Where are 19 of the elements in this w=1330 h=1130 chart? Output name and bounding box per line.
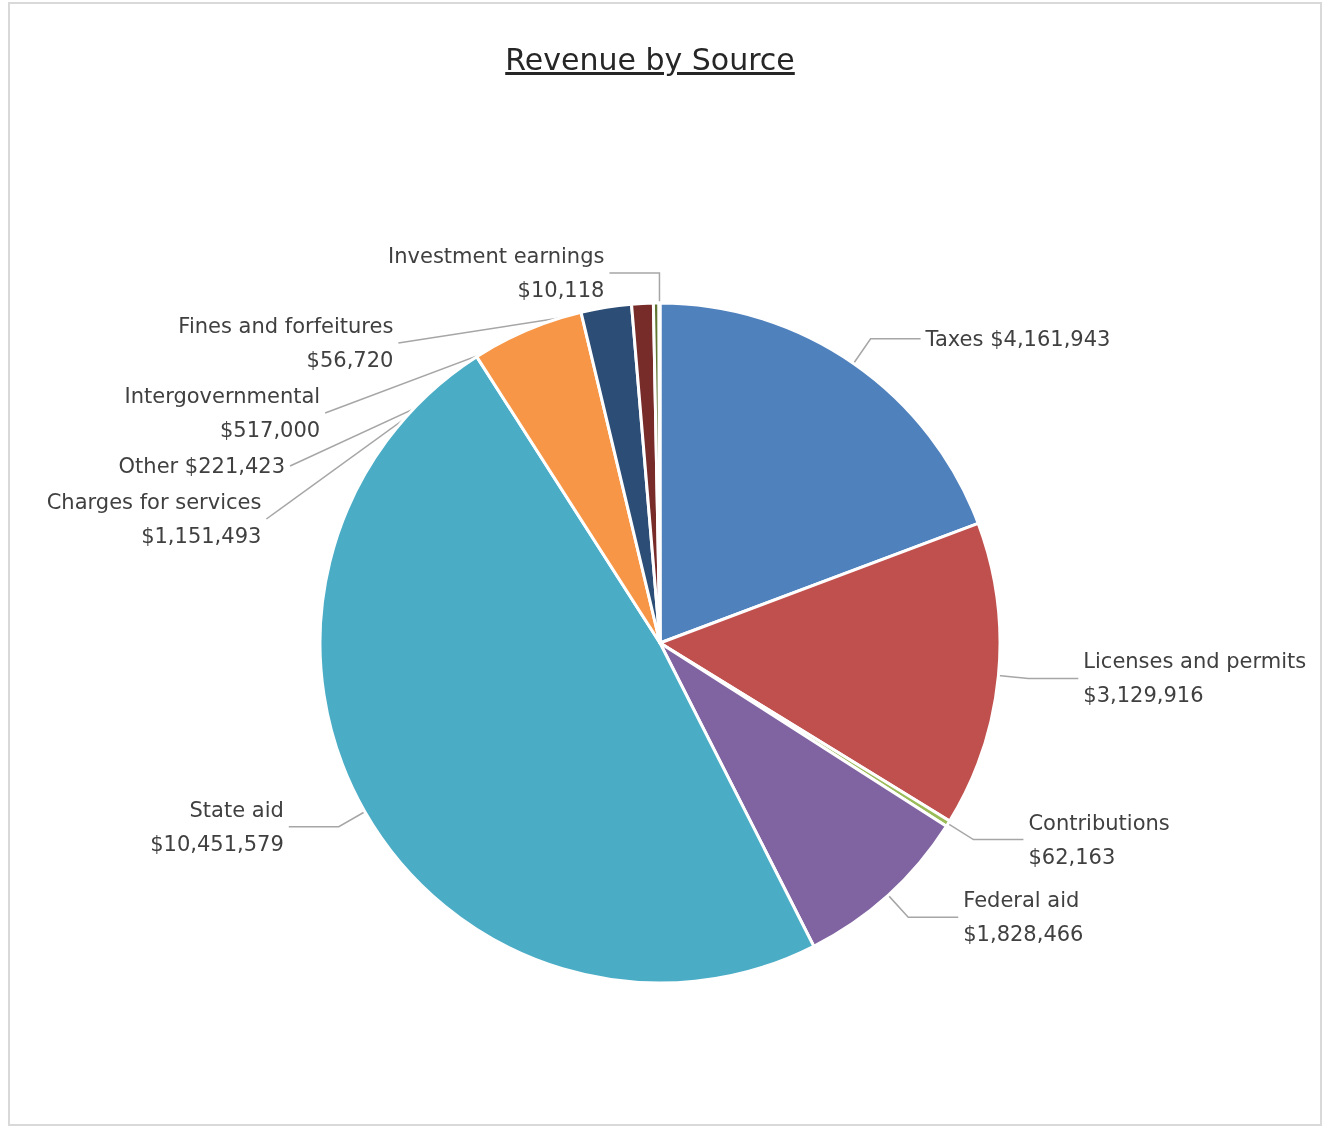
- slice-label: Investment earnings: [388, 244, 605, 268]
- data-label: $10,118: [517, 278, 605, 302]
- chart-title: Revenue by Source: [504, 42, 796, 77]
- slice-label: Charges for services: [46, 490, 262, 514]
- slice-label: Contributions: [1028, 810, 1170, 835]
- slice-label: Fines and forfeitures: [178, 314, 394, 338]
- slice-label: Intergovernmental: [124, 384, 321, 408]
- slice-label: Federal aid: [963, 888, 1080, 913]
- data-label: $10,451,579: [150, 831, 284, 856]
- data-label: $1,828,466: [963, 922, 1084, 947]
- slice-label: Taxes $4,161,943: [924, 326, 1111, 351]
- slice-label: Licenses and permits: [1083, 649, 1307, 674]
- slice-label: State aid: [189, 797, 284, 822]
- data-label: $3,129,916: [1083, 683, 1204, 708]
- data-label: $62,163: [1028, 844, 1116, 869]
- data-label: $56,720: [306, 348, 394, 372]
- slice-label: Other $221,423: [118, 454, 286, 478]
- data-label: $1,151,493: [141, 524, 262, 548]
- data-label: $517,000: [219, 418, 321, 442]
